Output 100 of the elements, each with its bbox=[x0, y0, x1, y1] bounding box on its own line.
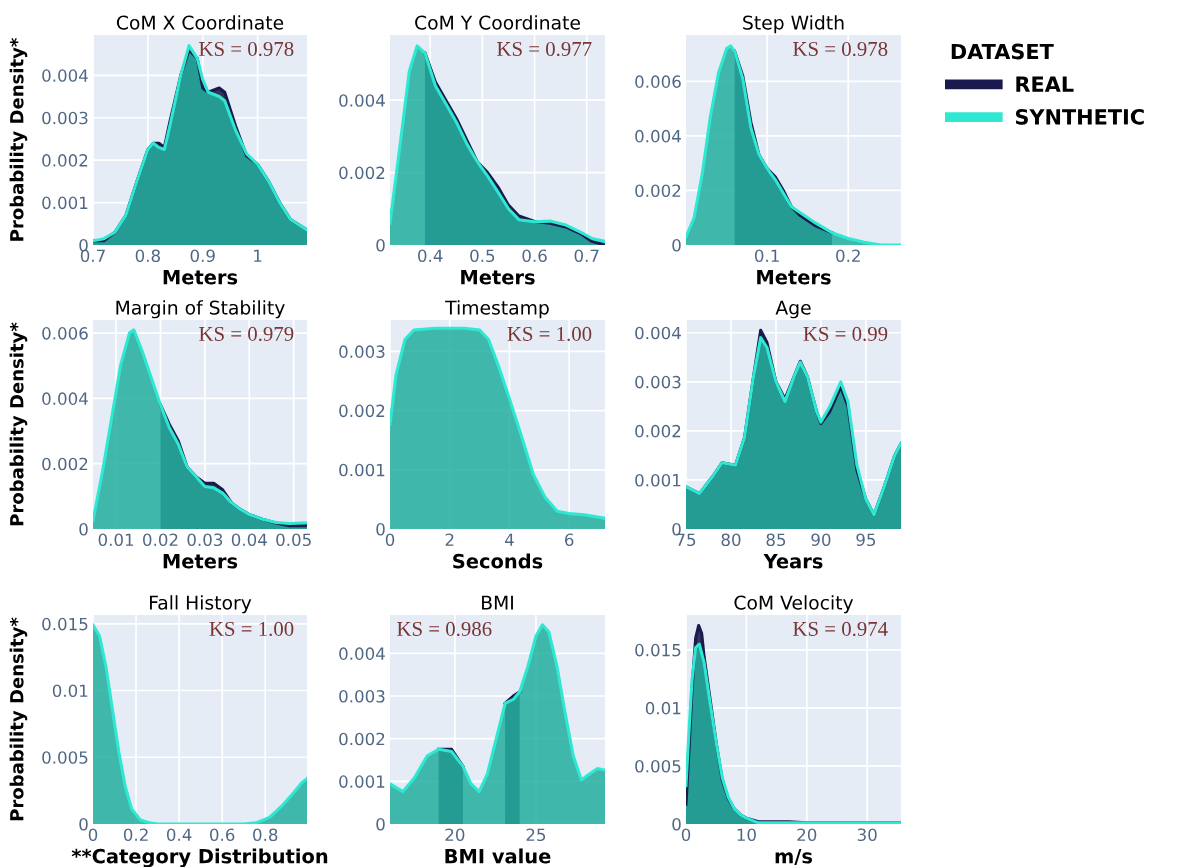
x-tick-label: 0.2 bbox=[123, 828, 148, 842]
x-tick-label: 0.01 bbox=[98, 533, 134, 547]
x-tick-label: 0.8 bbox=[253, 828, 278, 842]
x-tick-label: 0 bbox=[385, 533, 395, 547]
x-tick-label: 1 bbox=[254, 249, 262, 262]
annotation: KS = 0.978 bbox=[793, 41, 888, 57]
annotation: KS = 0.978 bbox=[199, 41, 294, 57]
chart-title: CoM X Coordinate bbox=[116, 15, 284, 30]
x-tick-label: 25 bbox=[526, 828, 546, 842]
annotation: KS = 0.986 bbox=[397, 621, 492, 637]
x-axis-title: BMI value bbox=[445, 848, 551, 864]
x-tick-label: 0.6 bbox=[522, 249, 547, 263]
legend-label: SYNTHETIC bbox=[1015, 108, 1144, 125]
x-tick-label: 0 bbox=[88, 828, 98, 842]
x-axis-title: Meters bbox=[757, 270, 831, 285]
chart-title: Timestamp bbox=[445, 300, 549, 319]
legend-label: REAL bbox=[1016, 76, 1074, 92]
x-tick-label: 0.02 bbox=[143, 533, 178, 547]
y-tick-label: 0.002 bbox=[635, 184, 681, 198]
x-tick-label: 0 bbox=[681, 828, 691, 842]
y-tick-label: 0 bbox=[376, 238, 385, 252]
y-tick-label: 0.015 bbox=[42, 617, 88, 631]
x-tick-label: 6 bbox=[565, 533, 574, 547]
x-tick-label: 0.7 bbox=[574, 249, 599, 263]
x-axis-title: m/s bbox=[775, 849, 813, 866]
x-tick-label: 0.4 bbox=[418, 249, 443, 263]
y-tick-label: 0.001 bbox=[339, 463, 385, 477]
y-axis-title: Probability Density* bbox=[9, 322, 28, 526]
y-tick-label: 0.004 bbox=[42, 69, 88, 82]
legend-title: DATASET bbox=[951, 43, 1054, 60]
y-tick-label: 0.003 bbox=[339, 690, 385, 703]
y-tick-label: 0.002 bbox=[42, 154, 88, 167]
y-tick-label: 0.005 bbox=[42, 751, 88, 764]
x-tick-label: 0.04 bbox=[231, 533, 267, 547]
chart-title: Age bbox=[775, 300, 811, 319]
y-axis-title: Probability Density* bbox=[9, 38, 28, 241]
x-tick-label: 20 bbox=[797, 828, 817, 842]
y-tick-label: 0.002 bbox=[339, 166, 385, 180]
chart-title: BMI bbox=[482, 595, 513, 610]
y-tick-label: 0.004 bbox=[635, 129, 681, 143]
x-tick-label: 0.5 bbox=[470, 249, 495, 263]
y-tick-label: 0.001 bbox=[42, 196, 88, 210]
y-tick-label: 0.006 bbox=[635, 75, 681, 88]
x-tick-label: 85 bbox=[766, 533, 786, 547]
annotation: KS = 0.974 bbox=[793, 621, 888, 637]
y-tick-label: 0 bbox=[376, 522, 385, 536]
x-tick-label: 0.6 bbox=[210, 828, 235, 842]
x-axis-title: Years bbox=[763, 554, 823, 569]
y-tick-label: 0.015 bbox=[635, 643, 681, 657]
y-tick-label: 0.002 bbox=[339, 404, 385, 418]
y-tick-label: 0.004 bbox=[339, 647, 385, 660]
y-tick-label: 0.006 bbox=[42, 327, 88, 340]
annotation: KS = 0.977 bbox=[497, 41, 592, 57]
y-tick-label: 0 bbox=[376, 817, 385, 831]
y-tick-label: 0.002 bbox=[42, 457, 88, 471]
x-tick-label: 10 bbox=[737, 828, 756, 842]
y-tick-label: 0.01 bbox=[645, 701, 681, 715]
x-tick-label: 90 bbox=[811, 533, 831, 547]
chart-title: CoM Velocity bbox=[734, 595, 854, 614]
annotation: KS = 1.00 bbox=[209, 621, 294, 637]
x-tick-label: 95 bbox=[856, 533, 876, 547]
x-tick-label: 0.03 bbox=[187, 533, 223, 547]
annotation: KS = 0.979 bbox=[199, 326, 294, 342]
y-tick-label: 0 bbox=[672, 238, 681, 252]
x-axis-title: Meters bbox=[163, 270, 238, 285]
x-tick-label: 2 bbox=[445, 533, 454, 546]
y-tick-label: 0 bbox=[672, 817, 681, 831]
chart-title: Margin of Stability bbox=[116, 300, 285, 319]
y-tick-label: 0.002 bbox=[635, 424, 681, 438]
y-tick-label: 0 bbox=[79, 522, 88, 536]
y-tick-label: 0.003 bbox=[339, 345, 385, 358]
y-tick-label: 0.005 bbox=[635, 759, 681, 773]
y-tick-label: 0.01 bbox=[52, 684, 88, 698]
x-tick-label: 0.05 bbox=[276, 533, 311, 547]
chart-title: CoM Y Coordinate bbox=[415, 15, 580, 30]
y-tick-label: 0.003 bbox=[42, 111, 88, 125]
annotation: KS = 1.00 bbox=[507, 326, 592, 342]
y-tick-label: 0.004 bbox=[635, 326, 681, 340]
x-tick-label: 20 bbox=[445, 828, 465, 842]
x-axis-title: Meters bbox=[163, 554, 238, 569]
x-axis-title: **Category Distribution bbox=[71, 848, 328, 867]
x-tick-label: 4 bbox=[504, 533, 514, 546]
x-tick-label: 80 bbox=[721, 533, 741, 547]
x-tick-label: 0.9 bbox=[190, 249, 215, 263]
y-axis-title: Probability Density* bbox=[9, 617, 28, 821]
x-tick-label: 0.2 bbox=[836, 249, 860, 263]
y-tick-label: 0.004 bbox=[42, 392, 88, 405]
chart-title: Fall History bbox=[150, 595, 252, 614]
chart-title: Step Width bbox=[743, 15, 844, 34]
y-tick-label: 0 bbox=[79, 817, 88, 831]
x-tick-label: 30 bbox=[857, 828, 877, 842]
x-tick-label: 0.8 bbox=[135, 249, 160, 263]
y-tick-label: 0.003 bbox=[635, 375, 681, 389]
x-axis-title: Seconds bbox=[453, 553, 543, 569]
y-tick-label: 0.004 bbox=[339, 94, 385, 107]
y-tick-label: 0.002 bbox=[339, 732, 385, 746]
x-axis-title: Meters bbox=[461, 270, 535, 285]
annotation: KS = 0.99 bbox=[803, 326, 888, 342]
x-tick-label: 0.4 bbox=[166, 828, 192, 842]
y-tick-label: 0.001 bbox=[339, 775, 385, 788]
